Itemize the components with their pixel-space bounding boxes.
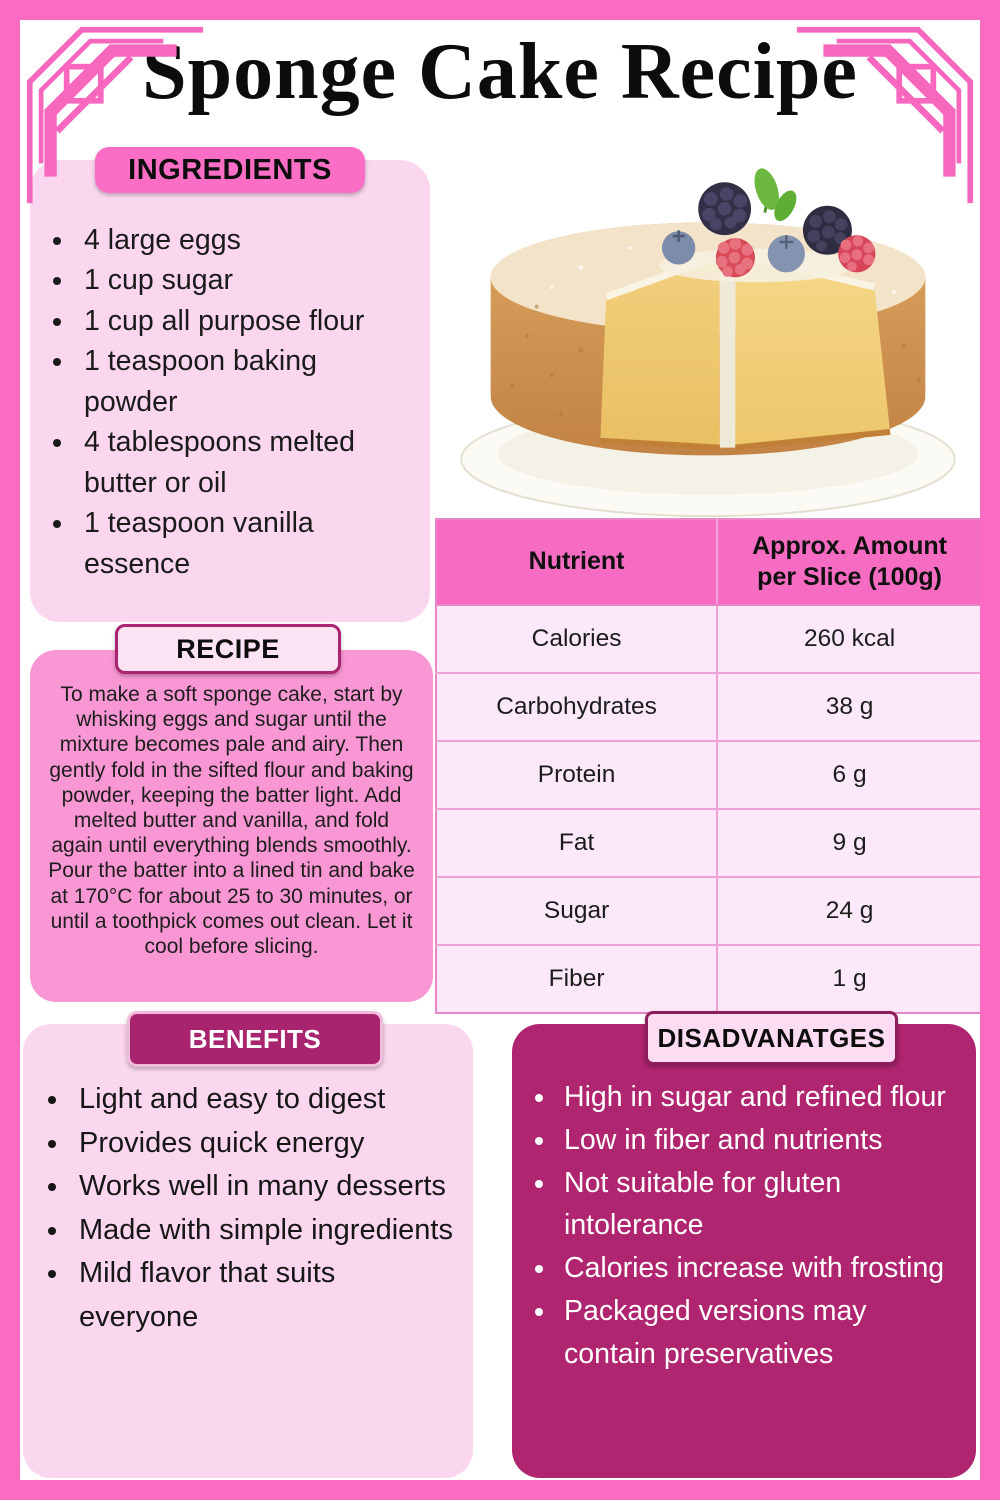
- list-item: Provides quick energy: [71, 1122, 459, 1166]
- cake-photo: [460, 168, 956, 518]
- list-item: 4 large eggs: [76, 220, 414, 260]
- benefits-box: Light and easy to digestProvides quick e…: [23, 1024, 473, 1478]
- ingredients-box: 4 large eggs1 cup sugar1 cup all purpose…: [30, 160, 430, 622]
- table-cell: 6 g: [716, 740, 982, 809]
- recipe-text: To make a soft sponge cake, start by whi…: [48, 683, 415, 958]
- table-cell: 1 g: [716, 944, 982, 1013]
- disadvantages-header: DISADVANATGES: [645, 1011, 898, 1065]
- list-item: Packaged versions may contain preservati…: [558, 1290, 966, 1376]
- table-header-amount: Approx. Amount per Slice (100g): [716, 519, 982, 606]
- list-item: Low in fiber and nutrients: [558, 1119, 966, 1162]
- list-item: Mild flavor that suits everyone: [71, 1252, 459, 1339]
- table-header-row: Nutrient Approx. Amount per Slice (100g): [436, 519, 982, 606]
- table-cell: 260 kcal: [716, 605, 982, 673]
- recipe-header: RECIPE: [115, 624, 341, 674]
- disadvantages-list: High in sugar and refined flourLow in fi…: [512, 1024, 976, 1375]
- cake-body: [490, 222, 926, 456]
- corner-ornament-right: [796, 26, 974, 204]
- nutrition-table: Nutrient Approx. Amount per Slice (100g)…: [435, 518, 983, 1014]
- nutrition-table-wrap: Nutrient Approx. Amount per Slice (100g)…: [435, 518, 983, 1014]
- mint-leaf: [754, 168, 797, 222]
- list-item: 1 teaspoon baking powder: [76, 341, 414, 422]
- table-cell: Sugar: [436, 876, 718, 945]
- list-item: Light and easy to digest: [71, 1078, 459, 1122]
- list-item: Not suitable for gluten intolerance: [558, 1162, 966, 1248]
- table-cell: Fat: [436, 808, 718, 877]
- table-row: Fiber 1 g: [436, 944, 982, 1013]
- table-row: Calories 260 kcal: [436, 605, 982, 673]
- list-item: Works well in many desserts: [71, 1165, 459, 1209]
- list-item: Made with simple ingredients: [71, 1209, 459, 1253]
- list-item: 1 cup all purpose flour: [76, 301, 414, 341]
- table-row: Sugar 24 g: [436, 876, 982, 945]
- nutrition-table-body: Calories 260 kcal Carbohydrates 38 g Protein…: [436, 605, 982, 1013]
- page-title: Sponge Cake Recipe: [142, 28, 858, 116]
- ingredients-header: INGREDIENTS: [95, 147, 365, 193]
- list-item: Calories increase with frosting: [558, 1247, 966, 1290]
- table-cell: 38 g: [716, 672, 982, 741]
- list-item: 1 cup sugar: [76, 260, 414, 300]
- benefits-list: Light and easy to digestProvides quick e…: [23, 1024, 473, 1339]
- disadvantages-box: High in sugar and refined flourLow in fi…: [512, 1024, 976, 1478]
- table-cell: Fiber: [436, 944, 718, 1013]
- list-item: High in sugar and refined flour: [558, 1076, 966, 1119]
- table-cell: Calories: [531, 625, 622, 652]
- corner-ornament-left: [26, 26, 204, 204]
- table-row: Fat 9 g: [436, 808, 982, 877]
- recipe-box: To make a soft sponge cake, start by whi…: [30, 650, 433, 1002]
- table-row: Carbohydrates 38 g: [436, 672, 982, 741]
- table-cell: Protein: [436, 740, 718, 809]
- table-cell: 9 g: [716, 808, 982, 877]
- ingredients-list: 4 large eggs1 cup sugar1 cup all purpose…: [30, 160, 430, 584]
- list-item: 4 tablespoons melted butter or oil: [76, 422, 414, 503]
- benefits-header: BENEFITS: [127, 1011, 383, 1067]
- table-row: Protein 6 g: [436, 740, 982, 809]
- table-cell: Carbohydrates: [436, 672, 718, 741]
- list-item: 1 teaspoon vanilla essence: [76, 503, 414, 584]
- table-cell: 24 g: [716, 876, 982, 945]
- cake-berries: [661, 168, 876, 278]
- table-header-nutrient: Nutrient: [436, 519, 718, 606]
